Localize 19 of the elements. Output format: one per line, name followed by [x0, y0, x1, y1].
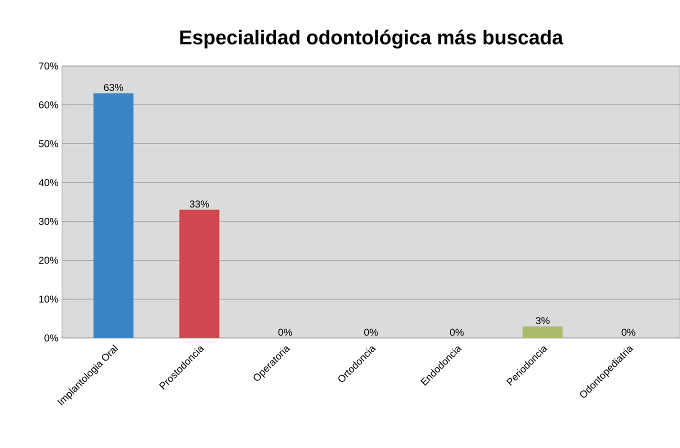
data-label: 63% [104, 84, 124, 91]
y-tick-label: 20% [39, 256, 58, 264]
bar [179, 210, 220, 338]
bar [94, 93, 134, 338]
y-tick-label: 0% [44, 334, 58, 342]
data-label: 0% [622, 328, 636, 336]
data-label: 0% [450, 328, 464, 336]
y-tick-label: 40% [38, 179, 58, 186]
bar [522, 326, 563, 338]
data-label: 0% [278, 328, 292, 336]
y-tick-label: 30% [38, 218, 58, 225]
data-label: 0% [364, 328, 378, 336]
y-tick-label: 60% [39, 101, 58, 108]
chart-title: Especialidad odontológica más buscada [180, 30, 564, 48]
data-label: 3% [536, 317, 550, 324]
y-tick-label: 70% [39, 62, 58, 70]
data-label: 33% [190, 200, 209, 208]
y-tick-label: 10% [39, 296, 58, 303]
y-tick-label: 50% [38, 140, 58, 148]
